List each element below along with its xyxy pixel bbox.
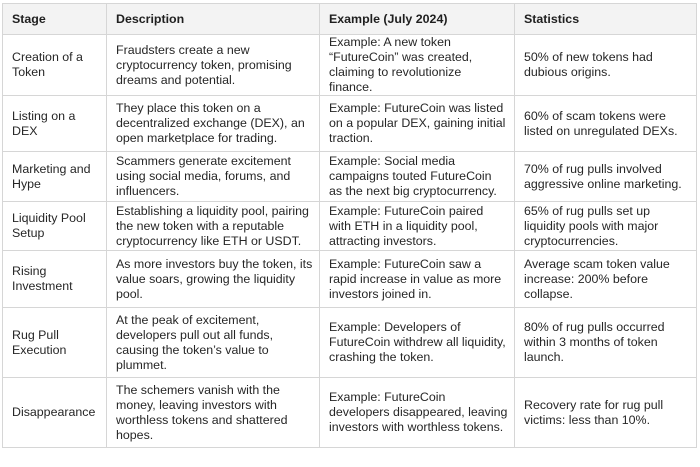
cell-example: Example: A new token “FutureCoin” was cr… — [319, 34, 515, 96]
cell-statistics: 80% of rug pulls occurred within 3 month… — [514, 307, 697, 378]
table-body: Creation of a Token Fraudsters create a … — [2, 34, 697, 448]
cell-stage: Rising Investment — [2, 250, 107, 308]
table-row: Rug Pull Execution At the peak of excite… — [2, 307, 697, 378]
table-row: Disappearance The schemers vanish with t… — [2, 377, 697, 448]
rug-pull-stages-table: Stage Description Example (July 2024) St… — [2, 3, 697, 448]
cell-statistics: Recovery rate for rug pull victims: less… — [514, 377, 697, 448]
header-stage: Stage — [2, 3, 107, 35]
cell-description: Fraudsters create a new cryptocurrency t… — [106, 34, 320, 96]
table-row: Rising Investment As more investors buy … — [2, 250, 697, 308]
rug-pull-table-container: Stage Description Example (July 2024) St… — [2, 3, 697, 448]
header-row: Stage Description Example (July 2024) St… — [2, 3, 697, 35]
cell-stage: Creation of a Token — [2, 34, 107, 96]
cell-description: Establishing a liquidity pool, pairing t… — [106, 201, 320, 251]
table-header: Stage Description Example (July 2024) St… — [2, 3, 697, 35]
cell-description: The schemers vanish with the money, leav… — [106, 377, 320, 448]
cell-statistics: 50% of new tokens had dubious origins. — [514, 34, 697, 96]
cell-description: They place this token on a decentralized… — [106, 95, 320, 152]
cell-stage: Listing on a DEX — [2, 95, 107, 152]
cell-statistics: 65% of rug pulls set up liquidity pools … — [514, 201, 697, 251]
cell-stage: Disappearance — [2, 377, 107, 448]
cell-stage: Rug Pull Execution — [2, 307, 107, 378]
cell-example: Example: Developers of FutureCoin withdr… — [319, 307, 515, 378]
cell-description: Scammers generate excitement using socia… — [106, 151, 320, 202]
cell-statistics: 60% of scam tokens were listed on unregu… — [514, 95, 697, 152]
table-row: Liquidity Pool Setup Establishing a liqu… — [2, 201, 697, 251]
cell-statistics: 70% of rug pulls involved aggressive onl… — [514, 151, 697, 202]
cell-example: Example: Social media campaigns touted F… — [319, 151, 515, 202]
cell-example: Example: FutureCoin was listed on a popu… — [319, 95, 515, 152]
cell-description: As more investors buy the token, its val… — [106, 250, 320, 308]
cell-example: Example: FutureCoin paired with ETH in a… — [319, 201, 515, 251]
cell-example: Example: FutureCoin developers disappear… — [319, 377, 515, 448]
cell-stage: Liquidity Pool Setup — [2, 201, 107, 251]
cell-statistics: Average scam token value increase: 200% … — [514, 250, 697, 308]
table-row: Listing on a DEX They place this token o… — [2, 95, 697, 152]
cell-description: At the peak of excitement, developers pu… — [106, 307, 320, 378]
cell-stage: Marketing and Hype — [2, 151, 107, 202]
header-description: Description — [106, 3, 320, 35]
header-example: Example (July 2024) — [319, 3, 515, 35]
header-statistics: Statistics — [514, 3, 697, 35]
table-row: Creation of a Token Fraudsters create a … — [2, 34, 697, 96]
table-row: Marketing and Hype Scammers generate exc… — [2, 151, 697, 202]
cell-example: Example: FutureCoin saw a rapid increase… — [319, 250, 515, 308]
